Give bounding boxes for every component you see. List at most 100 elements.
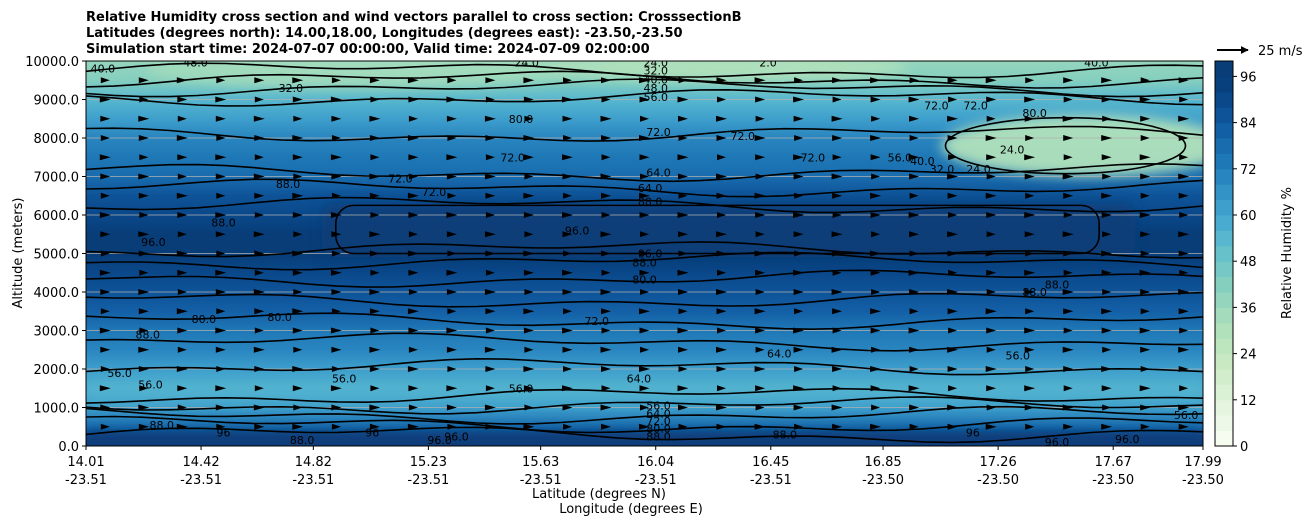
wind-vector bbox=[292, 423, 304, 430]
wind-vector bbox=[639, 308, 650, 315]
wind-vector bbox=[370, 96, 380, 103]
wind-vector bbox=[331, 173, 342, 180]
wind-vector bbox=[793, 115, 804, 122]
wind-vector bbox=[1140, 366, 1150, 372]
wind-vector bbox=[870, 192, 882, 199]
wind-vector bbox=[986, 115, 996, 122]
y-tick-label: 10000.0 bbox=[25, 55, 79, 70]
wind-vector bbox=[177, 404, 187, 411]
wind-vector bbox=[755, 346, 765, 353]
rh-contour-line bbox=[86, 405, 1203, 425]
contour-label: 80.0 bbox=[632, 274, 657, 287]
colorbar-label: Relative Humidity % bbox=[1280, 187, 1295, 319]
wind-vector bbox=[485, 250, 496, 257]
wind-vector bbox=[292, 77, 304, 84]
wind-vector bbox=[677, 154, 689, 161]
wind-vector bbox=[331, 289, 342, 295]
wind-vector bbox=[254, 366, 265, 372]
wind-vector bbox=[601, 385, 611, 392]
wind-vector bbox=[1178, 115, 1190, 122]
wind-vector bbox=[369, 366, 380, 372]
wind-vector bbox=[716, 366, 727, 372]
wind-vector bbox=[1024, 385, 1036, 392]
wind-vector bbox=[870, 96, 881, 103]
wind-vector bbox=[793, 346, 804, 353]
rh-contour-line bbox=[86, 251, 1203, 271]
wind-vector bbox=[524, 346, 534, 353]
wind-vector bbox=[1178, 423, 1189, 430]
wind-vector bbox=[215, 173, 226, 180]
wind-vector bbox=[408, 212, 419, 218]
wind-vector bbox=[408, 96, 419, 103]
wind-vector bbox=[1179, 385, 1189, 392]
wind-vector bbox=[177, 385, 188, 392]
wind-vector bbox=[447, 250, 457, 257]
wind-vector bbox=[947, 308, 958, 315]
wind-vector bbox=[639, 96, 650, 103]
wind-vector bbox=[407, 135, 419, 141]
contour-label: 56.0 bbox=[888, 151, 913, 164]
wind-vector bbox=[407, 77, 419, 84]
y-axis-label: Altitude (meters) bbox=[11, 198, 26, 309]
wind-vector bbox=[947, 423, 958, 430]
x-tick-label-longitude: -23.50 bbox=[977, 473, 1019, 488]
contour-label: 80.0 bbox=[1022, 107, 1047, 120]
x-tick-label-latitude: 17.26 bbox=[980, 455, 1017, 470]
wind-vector bbox=[523, 77, 535, 84]
wind-vector bbox=[1140, 308, 1150, 315]
wind-vector bbox=[254, 192, 265, 199]
wind-vector bbox=[948, 96, 958, 103]
wind-vector bbox=[100, 308, 110, 315]
contour-label: 64.0 bbox=[646, 167, 671, 180]
contour-label: 96.0 bbox=[141, 236, 166, 249]
wind-vector bbox=[1101, 269, 1112, 276]
wind-vector bbox=[832, 385, 842, 392]
wind-vector bbox=[793, 385, 805, 392]
wind-vector bbox=[870, 154, 881, 161]
wind-vector bbox=[716, 346, 727, 353]
contour-label: 88.0 bbox=[1045, 278, 1070, 291]
wind-vector bbox=[100, 231, 111, 238]
contour-label: 64.0 bbox=[627, 373, 652, 386]
colorbar-band bbox=[1215, 292, 1233, 308]
wind-vector bbox=[485, 327, 495, 334]
wind-vector bbox=[871, 289, 881, 295]
wind-vector bbox=[986, 327, 997, 334]
wind-vector bbox=[639, 385, 650, 392]
wind-vector bbox=[369, 77, 380, 84]
wind-vector bbox=[600, 173, 612, 180]
wind-vector bbox=[1178, 404, 1190, 411]
wind-vector bbox=[99, 154, 111, 161]
dry-pocket-region bbox=[941, 114, 1203, 177]
wind-vector bbox=[908, 96, 920, 103]
wind-vector bbox=[947, 250, 958, 257]
wind-vector bbox=[215, 115, 226, 122]
wind-vector bbox=[601, 135, 611, 141]
colorbar-tick-label: 96 bbox=[1240, 70, 1257, 85]
wind-vector bbox=[755, 269, 766, 276]
colorbar-tick-label: 12 bbox=[1240, 394, 1257, 409]
wind-vector bbox=[677, 385, 689, 392]
wind-vector bbox=[870, 135, 882, 141]
x-tick-label-latitude: 15.23 bbox=[410, 455, 447, 470]
contour-label: 64.0 bbox=[767, 348, 792, 361]
wind-vector bbox=[908, 269, 920, 276]
y-tick-label: 7000.0 bbox=[34, 171, 80, 186]
low-level-dry-band bbox=[86, 380, 1203, 400]
wind-vector bbox=[794, 135, 804, 141]
wind-vector bbox=[139, 385, 149, 392]
wind-vector bbox=[677, 269, 689, 276]
wind-vector bbox=[678, 366, 688, 372]
wind-vector bbox=[254, 212, 264, 218]
wind-vector bbox=[1178, 346, 1190, 353]
wind-vector bbox=[1024, 269, 1036, 276]
wind-vector bbox=[484, 115, 496, 122]
wind-vector bbox=[139, 212, 149, 218]
colorbar-band bbox=[1215, 184, 1233, 201]
wind-vector bbox=[447, 192, 457, 199]
wind-vector bbox=[1140, 250, 1150, 257]
wind-vector bbox=[947, 173, 959, 180]
contour-label: 88.0 bbox=[276, 178, 301, 191]
wind-vector bbox=[446, 173, 457, 180]
colorbar-band bbox=[1215, 199, 1233, 216]
